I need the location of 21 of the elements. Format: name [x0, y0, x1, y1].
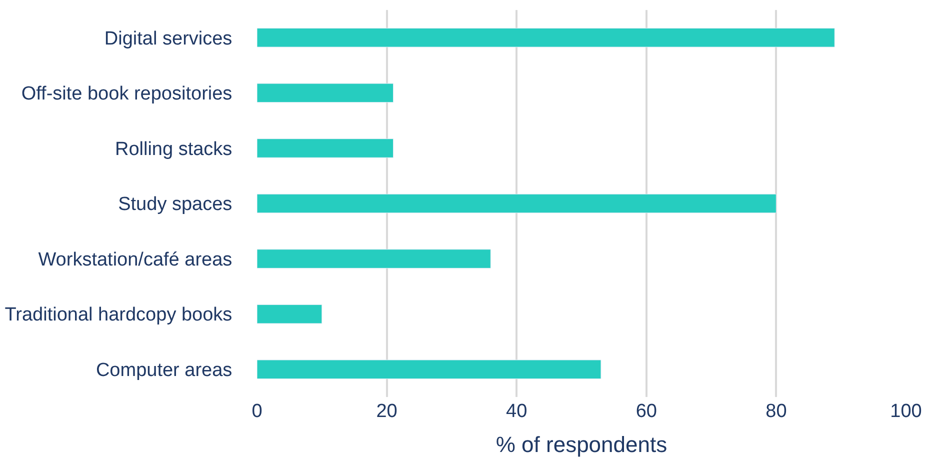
x-tick-label: 60 [636, 401, 657, 422]
x-tick-label: 0 [252, 401, 262, 422]
bar [257, 249, 491, 268]
bar [257, 83, 394, 103]
x-tick-label: 80 [766, 401, 787, 422]
y-tick-label: Workstation/café areas [38, 249, 232, 270]
bar [257, 304, 322, 324]
bar [257, 138, 394, 158]
x-tick-label: 100 [890, 401, 922, 422]
x-tick-label: 20 [376, 401, 398, 422]
y-tick-label: Computer areas [96, 360, 232, 382]
x-axis-title: % of respondents [496, 432, 668, 457]
y-tick-label: Off-site book repositories [21, 84, 232, 105]
y-tick-label: Study spaces [118, 194, 232, 216]
x-tick-label: 40 [506, 401, 528, 422]
bar [257, 194, 776, 214]
y-tick-label: Rolling stacks [114, 138, 232, 160]
y-tick-label: Traditional hardcopy books [4, 304, 232, 326]
y-tick-label: Digital services [104, 28, 232, 50]
bar [257, 360, 602, 380]
bar [257, 28, 835, 48]
